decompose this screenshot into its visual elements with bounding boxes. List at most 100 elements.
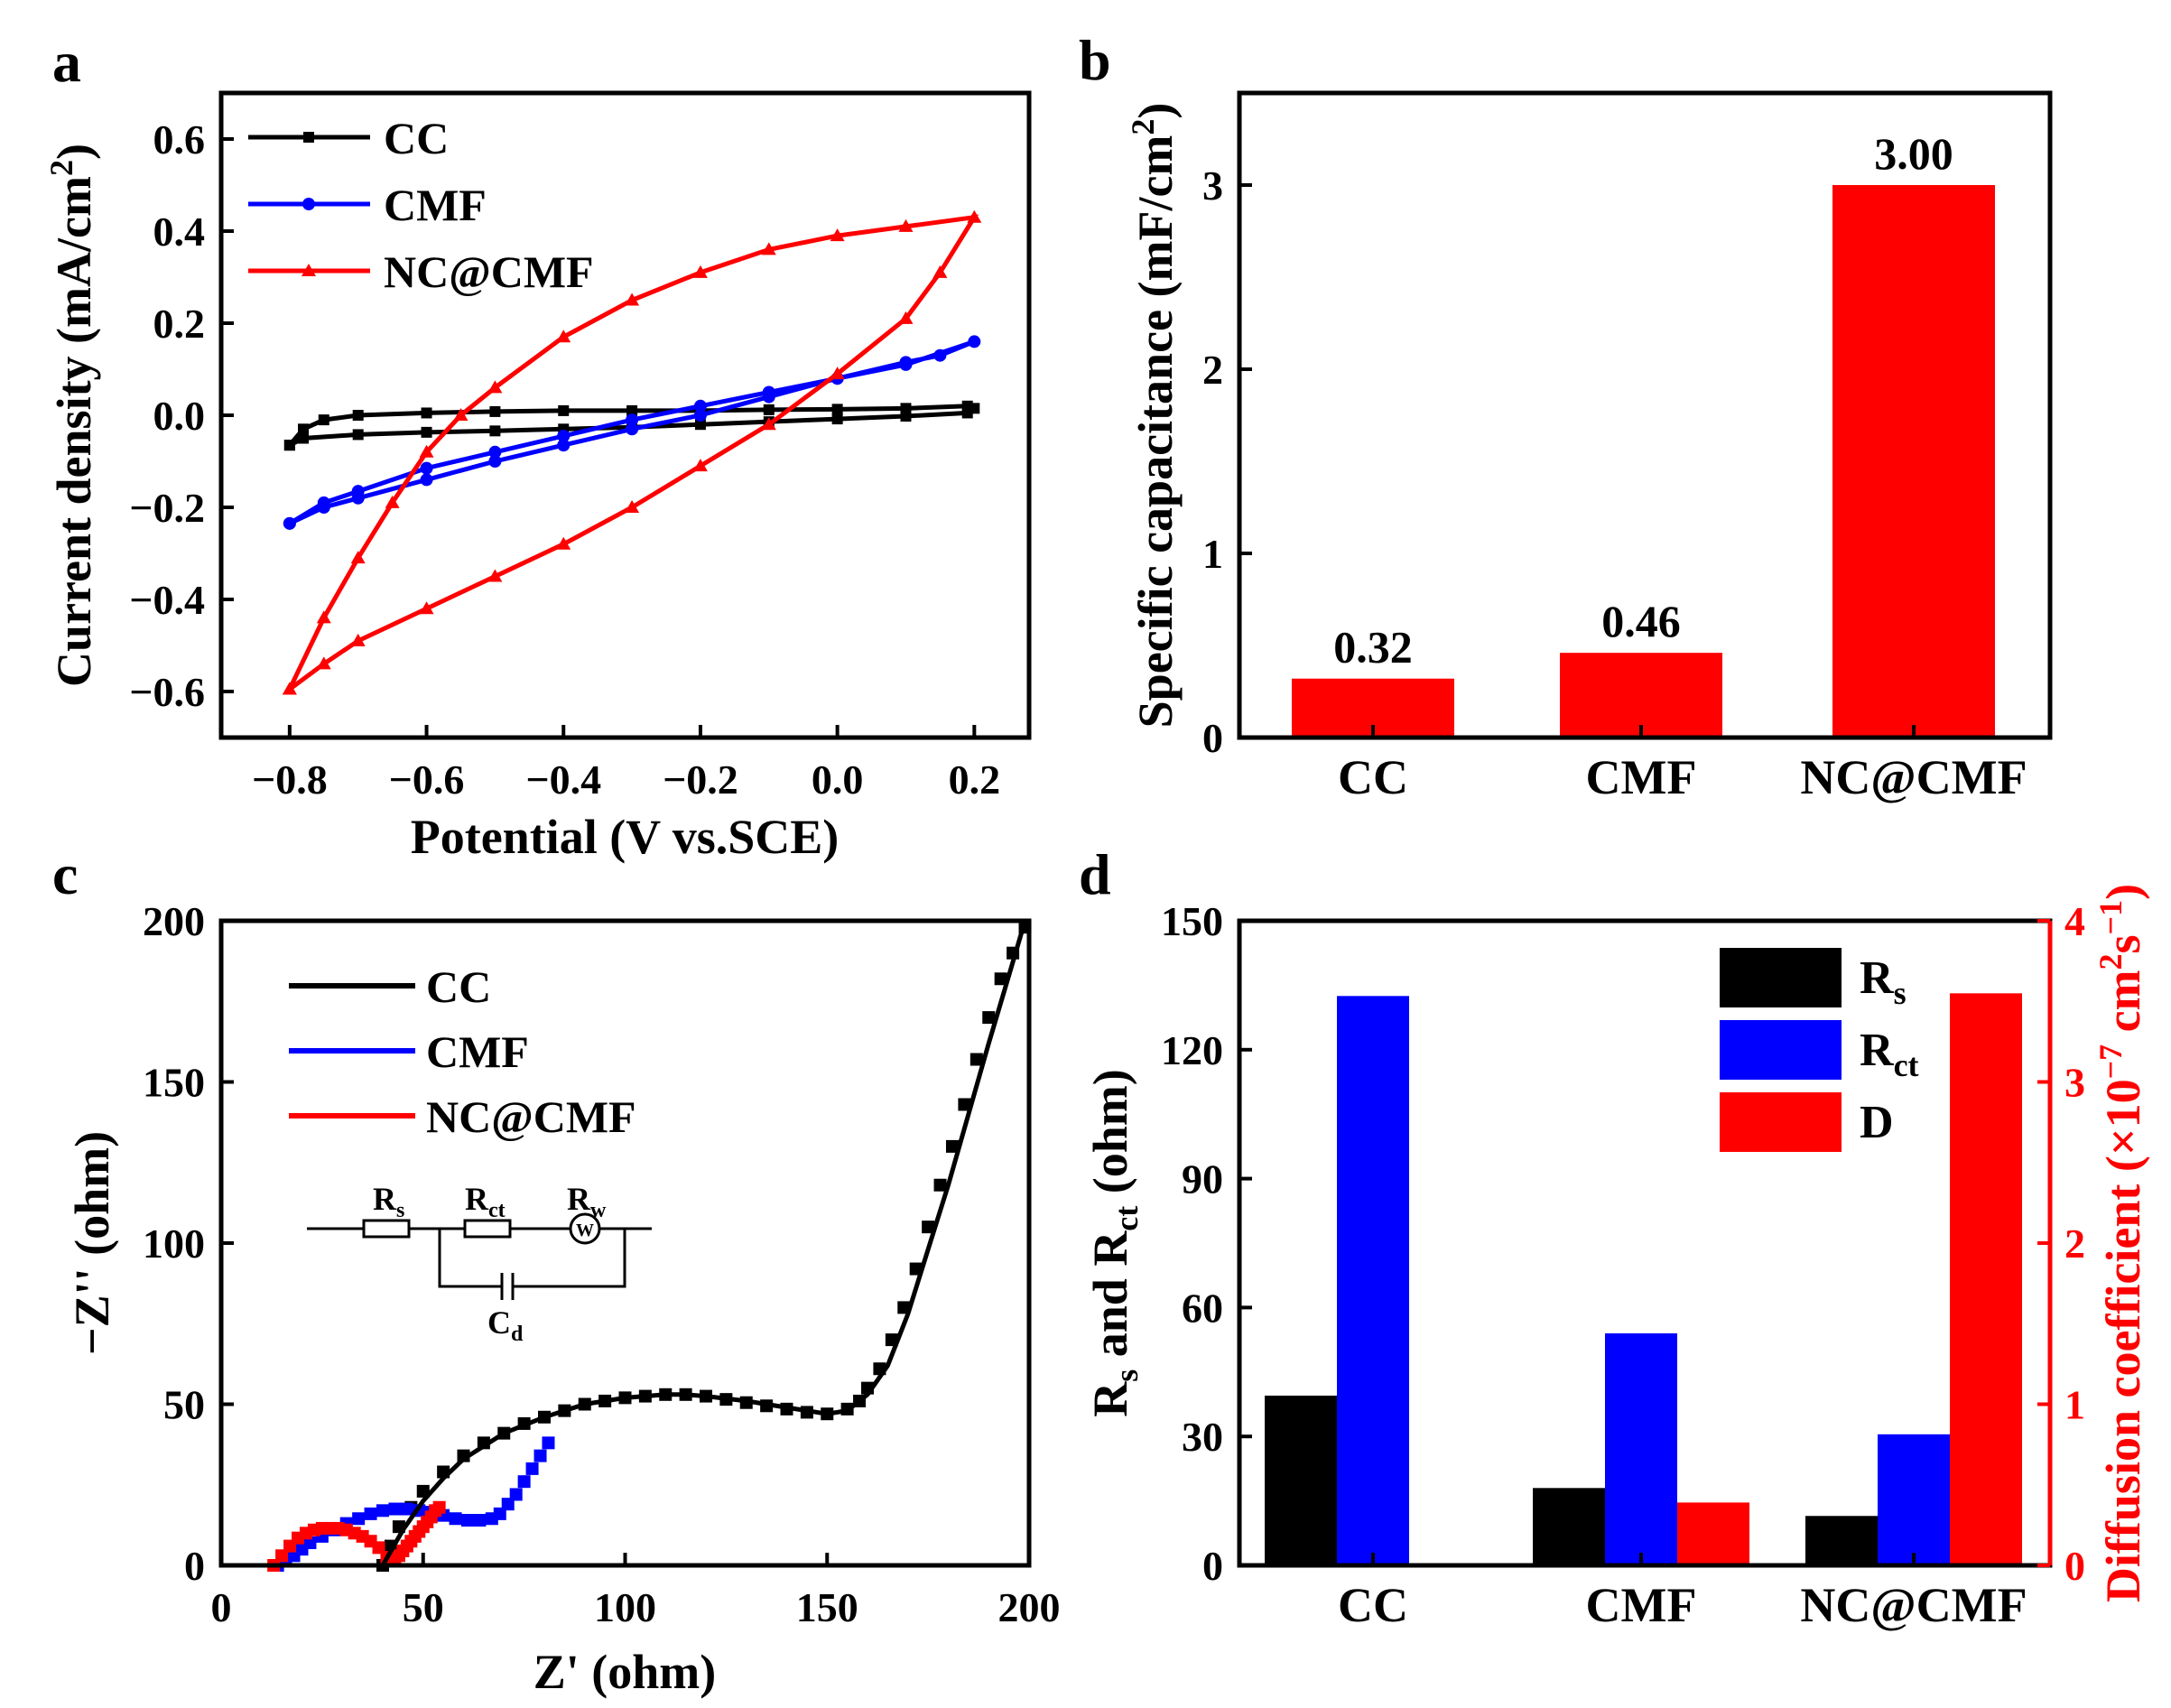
- c-ytick-label: 150: [143, 1060, 205, 1106]
- a-point-cmf: [351, 491, 365, 505]
- c-point-cc: [958, 1098, 971, 1111]
- d-ytick-label: 60: [1182, 1285, 1223, 1331]
- b-category-label: CC: [1338, 750, 1408, 804]
- c-point-cmf: [533, 1449, 547, 1462]
- a-point-nc: [282, 682, 297, 695]
- circuit-label-rw: Rw: [567, 1181, 607, 1222]
- a-point-cc: [421, 426, 432, 438]
- d-bar-rs-1: [1533, 1488, 1605, 1565]
- c-point-cmf: [473, 1514, 487, 1527]
- d-legend-label-rct: Rct: [1860, 1025, 1919, 1083]
- panel-c-nyquist-chart: 0 50 100 150 200 0 50 100 150 200 CC CMF NC@CMF W R…: [65, 898, 1061, 1699]
- b-value-label: 0.46: [1601, 596, 1681, 646]
- a-point-cc: [352, 410, 364, 421]
- panel-c-ylabel: −Z'' (ohm): [65, 1131, 119, 1355]
- c-xtick-label: 200: [998, 1584, 1061, 1630]
- c-point-cc: [922, 1221, 935, 1234]
- c-point-cmf: [388, 1502, 402, 1516]
- c-point-cmf: [542, 1436, 555, 1450]
- d-legend-swatch-rs: [1720, 948, 1842, 1007]
- panel-a-cv-chart: −0.8 −0.6 −0.4 −0.2 0.0 0.2 −0.6 −0.4 −0.2 0.0 0.2…: [43, 90, 1032, 864]
- b-category-label: CMF: [1586, 750, 1697, 804]
- panel-c-xlabel: Z' (ohm): [533, 1645, 717, 1699]
- c-ytick-label: 100: [143, 1221, 205, 1267]
- a-point-nc: [898, 218, 914, 232]
- d-bar-d-2: [1950, 993, 2022, 1565]
- a-ytick-label: 0.6: [153, 116, 206, 162]
- a-xtick-label: −0.4: [525, 757, 601, 803]
- c-ytick-label: 50: [163, 1382, 205, 1428]
- c-point-cmf: [449, 1512, 462, 1526]
- a-legend-marker-cc: [303, 132, 314, 143]
- circuit-resistor-rct: [463, 1219, 512, 1239]
- a-point-cmf: [557, 439, 571, 452]
- c-point-cmf: [517, 1475, 531, 1489]
- circuit-resistor-rs: [362, 1219, 411, 1239]
- b-bar-1: [1560, 653, 1722, 738]
- d-bar-d-1: [1677, 1502, 1749, 1565]
- c-point-cmf: [493, 1507, 506, 1520]
- a-ytick-label: 0.4: [153, 209, 206, 255]
- c-xtick-label: 50: [403, 1584, 444, 1630]
- d-ytick2-label: 1: [2064, 1382, 2085, 1428]
- circuit-capacitor-gap: [502, 1277, 513, 1295]
- panel-b-ylabel: Specific capacitance (mF/cm2): [1125, 103, 1183, 729]
- c-xtick-label: 100: [594, 1584, 656, 1630]
- panel-label-b: b: [1079, 28, 1111, 92]
- b-value-label: 3.00: [1874, 128, 1953, 179]
- b-ytick-label: 3: [1202, 162, 1223, 209]
- a-xtick-label: −0.2: [663, 757, 738, 803]
- a-point-cmf: [488, 455, 502, 468]
- circuit-label-rs: Rs: [373, 1181, 404, 1222]
- c-xtick-label: 0: [211, 1584, 232, 1630]
- panel-a-xlabel: Potential (V vs.SCE): [411, 810, 840, 864]
- a-point-cc: [558, 404, 570, 416]
- c-legend-label-cc: CC: [426, 961, 491, 1012]
- a-point-nc: [625, 500, 640, 513]
- c-point-cc: [933, 1178, 947, 1192]
- panel-a-legend: CC CMF NC@CMF: [248, 113, 594, 297]
- panel-b-frame: [1237, 90, 2053, 740]
- a-point-nc: [419, 444, 434, 458]
- panel-label-d: d: [1079, 842, 1111, 906]
- c-point-cmf: [352, 1512, 366, 1526]
- circuit-label-cd: Cd: [487, 1304, 524, 1346]
- d-ytick-label: 150: [1161, 898, 1223, 944]
- b-category-label: NC@CMF: [1800, 750, 2027, 804]
- a-point-nc: [350, 551, 366, 564]
- a-point-nc: [830, 228, 845, 242]
- circuit-wire-parallel: [438, 1229, 626, 1288]
- a-series-line-cmf: [288, 339, 976, 526]
- c-point-cc: [945, 1139, 959, 1153]
- a-point-cc: [318, 414, 329, 426]
- c-point-nc: [432, 1500, 446, 1514]
- a-point-cc: [489, 425, 501, 437]
- a-point-cc: [489, 405, 501, 417]
- a-point-cc: [831, 413, 843, 425]
- c-point-cmf: [364, 1507, 377, 1520]
- c-point-cmf: [460, 1514, 474, 1527]
- a-point-cmf: [626, 422, 639, 436]
- d-ytick-label: 30: [1182, 1414, 1223, 1460]
- d-bar-rct-0: [1337, 996, 1409, 1565]
- a-point-cc: [694, 419, 706, 431]
- d-legend-label-d: D: [1860, 1097, 1894, 1148]
- b-ytick-label: 0: [1202, 715, 1223, 761]
- a-point-nc: [625, 292, 640, 306]
- a-legend-label-cmf: CMF: [384, 180, 487, 230]
- c-legend-label-cmf: CMF: [426, 1026, 529, 1077]
- d-category-label: CC: [1338, 1578, 1408, 1632]
- panel-c-legend: CC CMF NC@CMF: [289, 961, 636, 1142]
- a-ytick-label: −0.6: [129, 669, 205, 715]
- a-ytick-label: −0.2: [129, 485, 205, 531]
- a-point-cmf: [968, 335, 981, 348]
- a-legend-label-nc: NC@CMF: [384, 246, 594, 297]
- a-ytick-label: −0.4: [129, 577, 205, 623]
- circuit-label-rct: Rct: [465, 1181, 506, 1222]
- b-bar-2: [1832, 185, 1995, 738]
- a-legend-marker-cmf: [302, 198, 315, 210]
- a-point-nc: [761, 242, 776, 255]
- a-point-cmf: [626, 413, 639, 427]
- d-category-label: NC@CMF: [1800, 1578, 2027, 1632]
- d-legend-label-rs: Rs: [1860, 952, 1907, 1011]
